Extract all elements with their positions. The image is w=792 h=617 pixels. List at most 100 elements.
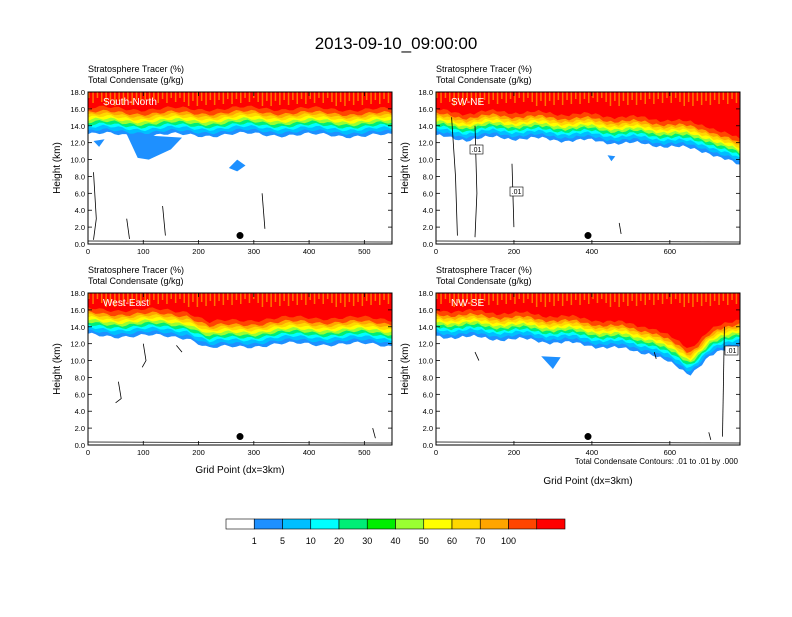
tracer-streak (518, 92, 520, 98)
tracer-blob (126, 134, 182, 160)
tracer-streak (483, 92, 486, 100)
subtitle-line2: Total Condensate (g/kg) (436, 276, 532, 286)
tracer-streak (101, 92, 103, 102)
tracer-streak (505, 293, 507, 304)
tracer-streak (257, 92, 259, 102)
plot-frame (435, 292, 741, 446)
tracer-streak (109, 293, 112, 303)
tracer-streak (357, 293, 359, 302)
panel-south-north: South-North Stratosphere Tracer (%)Total … (52, 64, 393, 256)
tracer-streak (631, 92, 633, 100)
tracer-streak (326, 92, 329, 98)
tracer-streak (436, 92, 438, 98)
tracer-streak (644, 293, 646, 305)
colorbar: 1 5 10 20 30 40 50 60 70 100 (225, 518, 566, 546)
panel-label: South-North (103, 97, 157, 108)
y-tick-label: 4.0 (75, 407, 85, 416)
colorbar-swatch (423, 518, 453, 530)
tracer-streak (579, 92, 581, 104)
tracer-streak (614, 92, 616, 101)
condensate-contour (708, 432, 712, 441)
colorbar-swatch (479, 518, 509, 530)
tracer-streak (462, 293, 464, 307)
tracer-streak (522, 293, 525, 303)
tracer-streak (331, 293, 333, 303)
tracer-streak (218, 92, 220, 100)
tracer-blob (541, 356, 561, 369)
tracer-streak (566, 92, 568, 100)
tracer-streak (683, 92, 685, 106)
tracer-streak (449, 92, 451, 102)
tracer-streak (200, 293, 203, 302)
tracer-streak (279, 293, 281, 306)
tracer-streak (666, 92, 668, 98)
y-tick-label: 14.0 (418, 323, 433, 332)
tracer-streak (575, 293, 577, 300)
tracer-blob (228, 159, 246, 172)
tracer-streak (92, 293, 94, 304)
tracer-streak (727, 293, 729, 305)
colorbar-swatch (395, 518, 425, 530)
tracer-streak (266, 293, 268, 302)
tracer-streak (479, 293, 481, 306)
tracer-streak (296, 92, 298, 104)
tracer-streak (209, 293, 212, 301)
tracer-streak (248, 293, 251, 303)
x-tick-label: 400 (586, 247, 599, 256)
tracer-streak (735, 92, 738, 103)
tracer-streak (322, 92, 324, 103)
tracer-streak (718, 92, 720, 104)
colorbar-swatch (451, 518, 481, 530)
tracer-streak (696, 92, 699, 101)
x-tick-label: 200 (508, 448, 521, 457)
tracer-streak (653, 92, 655, 104)
x-axis-label: Grid Point (dx=3km) (543, 476, 632, 487)
tracer-streak (361, 293, 364, 306)
tracer-streak (122, 293, 125, 306)
tracer-streak (440, 293, 442, 304)
tracer-streak (179, 92, 181, 98)
tracer-streak (196, 92, 199, 106)
tracer-streak (514, 293, 516, 304)
tracer-streak (266, 92, 268, 101)
tracer-streak (261, 293, 264, 307)
tracer-streak (670, 293, 672, 304)
tracer-streak (148, 92, 151, 104)
panel-sw-ne: .01 .01 SW-NE Stratosphere Tracer (%)Total … (400, 64, 741, 256)
tracer-streak (88, 293, 90, 299)
subtitle-line2: Total Condensate (g/kg) (88, 276, 184, 286)
tracer-streak (352, 92, 355, 105)
tracer-streak (344, 293, 346, 307)
tracer-streak (283, 92, 285, 100)
tracer-streak (187, 293, 190, 307)
tracer-streak (96, 293, 99, 299)
tracer-streak (192, 92, 194, 101)
tracer-streak (348, 92, 351, 101)
tracer-streak (609, 92, 612, 106)
tracer-streak (661, 92, 664, 103)
tracer-streak (479, 92, 481, 105)
y-tick-label: 18.0 (418, 88, 433, 97)
tracer-streak (713, 92, 716, 100)
tracer-streak (227, 92, 229, 99)
tracer-streak (270, 293, 272, 307)
tracer-blob (607, 155, 616, 162)
tracer-streak (222, 92, 225, 104)
y-tick-label: 2.0 (75, 424, 85, 433)
tracer-streak (588, 92, 590, 103)
tracer-streak (705, 293, 707, 302)
tracer-streak (114, 293, 116, 307)
tracer-streak (183, 293, 185, 303)
tracer-streak (674, 293, 677, 299)
tracer-streak (365, 293, 368, 301)
y-tick-label: 8.0 (75, 373, 85, 382)
tracer-streak (313, 92, 316, 103)
tracer-streak (170, 293, 172, 299)
y-axis-label: Height (km) (400, 343, 411, 395)
tracer-streak (131, 92, 133, 105)
tracer-streak (436, 293, 438, 299)
tracer-streak (514, 92, 516, 103)
tracer-streak (531, 293, 533, 303)
tracer-streak (666, 293, 668, 299)
x-tick-label: 300 (248, 247, 261, 256)
